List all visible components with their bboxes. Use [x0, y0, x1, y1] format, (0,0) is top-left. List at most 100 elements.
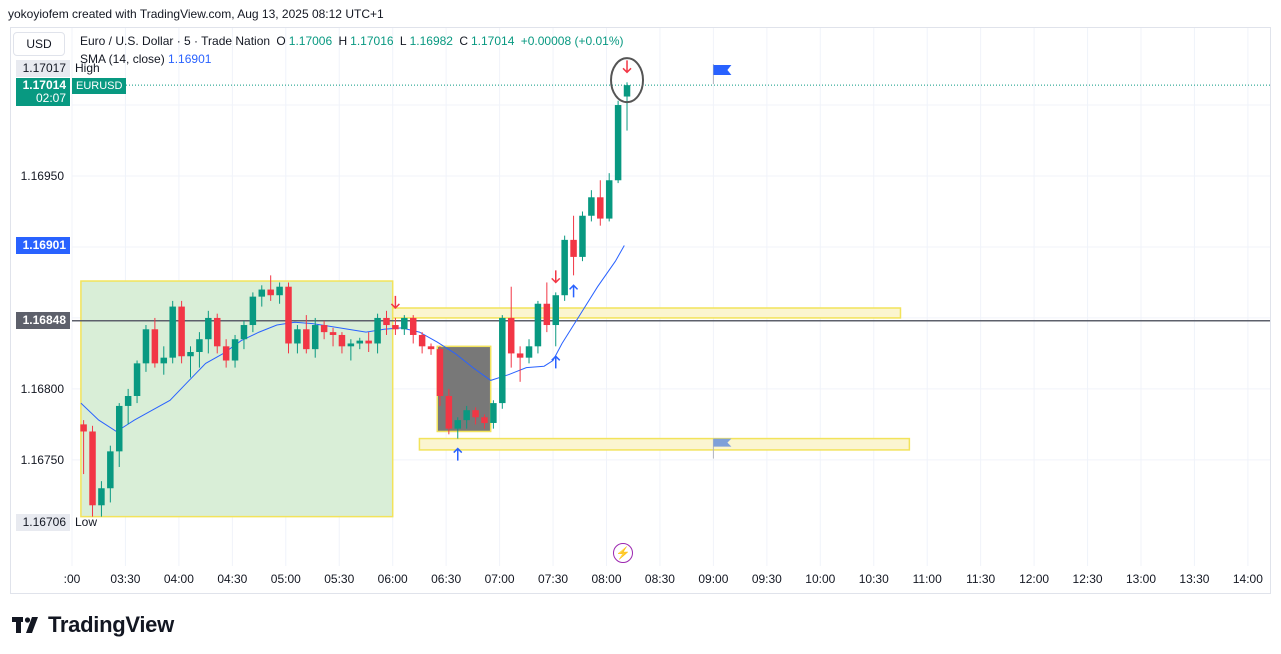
- candle[interactable]: [605, 180, 613, 219]
- x-tick-label: 05:00: [270, 572, 301, 586]
- y-tick-label: 1.16950: [20, 169, 64, 183]
- candle[interactable]: [231, 339, 239, 361]
- currency-button[interactable]: USD: [13, 32, 65, 56]
- x-tick-label: 12:30: [1072, 572, 1103, 586]
- candle[interactable]: [534, 303, 542, 347]
- candle[interactable]: [499, 317, 506, 404]
- candle[interactable]: [267, 289, 274, 296]
- candle[interactable]: [418, 334, 426, 347]
- candle[interactable]: [303, 329, 310, 350]
- low-price-tag: 1.16706: [16, 514, 70, 531]
- candle[interactable]: [588, 197, 595, 216]
- sma-legend[interactable]: SMA (14, close) 1.16901: [80, 52, 211, 66]
- x-tick-label: 04:30: [217, 572, 248, 586]
- candle[interactable]: [107, 451, 114, 489]
- horizontal-line-price-tag: 1.16848: [16, 312, 70, 329]
- candle[interactable]: [463, 410, 470, 421]
- candle[interactable]: [383, 317, 390, 326]
- candle[interactable]: [222, 346, 230, 361]
- candle[interactable]: [561, 239, 568, 296]
- y-tick-label: 1.16800: [20, 382, 64, 396]
- candle[interactable]: [623, 85, 631, 97]
- candle[interactable]: [329, 332, 337, 335]
- candle[interactable]: [213, 317, 221, 347]
- zone-box[interactable]: [391, 307, 902, 319]
- candle[interactable]: [543, 303, 551, 326]
- x-tick-label: 06:30: [431, 572, 462, 586]
- candle[interactable]: [409, 317, 417, 335]
- x-tick-label: 13:30: [1179, 572, 1210, 586]
- candle[interactable]: [151, 329, 159, 364]
- flag-icon[interactable]: [713, 65, 732, 75]
- candle[interactable]: [427, 346, 435, 350]
- candle[interactable]: [276, 286, 283, 296]
- candle[interactable]: [258, 289, 266, 297]
- legend-close-label: C: [459, 34, 468, 48]
- sma-price-tag: 1.16901: [16, 237, 70, 254]
- candle[interactable]: [347, 343, 355, 347]
- candle[interactable]: [356, 340, 364, 344]
- legend-close: 1.17014: [471, 34, 515, 48]
- flag-icon[interactable]: [713, 438, 732, 447]
- sell-arrow-icon: [390, 295, 400, 309]
- candle[interactable]: [240, 325, 248, 340]
- candle[interactable]: [597, 197, 604, 219]
- candle[interactable]: [160, 357, 168, 364]
- candle[interactable]: [294, 329, 301, 344]
- candle[interactable]: [89, 431, 96, 506]
- candle[interactable]: [507, 317, 515, 354]
- candle[interactable]: [80, 424, 87, 432]
- candle[interactable]: [445, 395, 453, 429]
- candle[interactable]: [392, 325, 399, 330]
- sma-line[interactable]: [80, 245, 625, 433]
- candle[interactable]: [614, 105, 622, 181]
- candle[interactable]: [579, 215, 586, 257]
- candle[interactable]: [490, 403, 497, 423]
- candle[interactable]: [124, 395, 132, 406]
- buy-arrow-icon: [569, 284, 579, 298]
- candle[interactable]: [436, 349, 444, 396]
- candle[interactable]: [98, 488, 105, 506]
- candle[interactable]: [205, 317, 212, 340]
- candle[interactable]: [472, 410, 479, 418]
- candle[interactable]: [249, 296, 257, 326]
- lightning-icon[interactable]: ⚡: [613, 543, 633, 563]
- candle[interactable]: [552, 295, 560, 326]
- candle[interactable]: [516, 353, 524, 358]
- last-price-value: 1.17014: [22, 78, 66, 92]
- candle[interactable]: [311, 325, 319, 350]
- candle[interactable]: [525, 346, 533, 358]
- candle[interactable]: [454, 420, 462, 429]
- candle[interactable]: [187, 351, 194, 357]
- tradingview-logo: TradingView: [12, 612, 174, 638]
- x-tick-label: 07:00: [484, 572, 515, 586]
- buy-arrow-icon: [453, 447, 463, 461]
- candle[interactable]: [338, 334, 346, 347]
- candle[interactable]: [570, 239, 577, 257]
- candle[interactable]: [365, 340, 372, 344]
- x-tick-label: 05:30: [324, 572, 355, 586]
- candle[interactable]: [285, 286, 292, 344]
- x-tick-label: 14:00: [1232, 572, 1263, 586]
- highlight-circle[interactable]: [610, 57, 645, 104]
- sell-arrow-icon: [551, 270, 561, 284]
- legend-title: Euro / U.S. Dollar · 5 · Trade Nation: [80, 34, 271, 48]
- x-tick-label: 03:30: [110, 572, 141, 586]
- x-tick-label: 08:00: [591, 572, 622, 586]
- legend-high: 1.17016: [350, 34, 394, 48]
- bar-countdown: 02:07: [35, 91, 66, 105]
- sell-arrow-icon: [622, 60, 632, 74]
- candle[interactable]: [481, 417, 488, 423]
- zone-box[interactable]: [418, 437, 911, 451]
- candle[interactable]: [169, 306, 176, 358]
- candle[interactable]: [115, 405, 123, 452]
- candle[interactable]: [142, 329, 150, 364]
- candle[interactable]: [196, 339, 203, 352]
- candle[interactable]: [374, 317, 381, 344]
- legend-open-label: O: [276, 34, 286, 48]
- candle[interactable]: [401, 317, 408, 330]
- candle[interactable]: [133, 363, 141, 396]
- candle[interactable]: [178, 306, 185, 357]
- candle[interactable]: [320, 325, 328, 333]
